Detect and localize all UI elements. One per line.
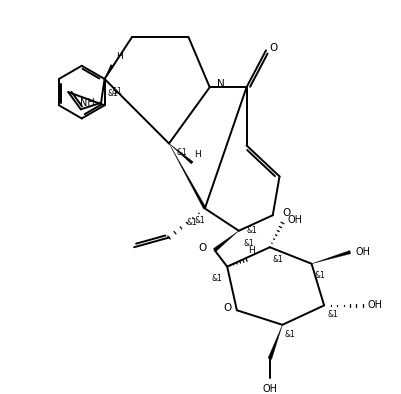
Text: &1: &1 xyxy=(246,226,257,235)
Polygon shape xyxy=(311,251,350,264)
Polygon shape xyxy=(104,65,113,79)
Text: OH: OH xyxy=(287,215,302,225)
Text: &1: &1 xyxy=(243,238,254,247)
Text: OH: OH xyxy=(367,300,382,310)
Polygon shape xyxy=(213,231,238,252)
Text: OH: OH xyxy=(354,247,369,257)
Polygon shape xyxy=(267,325,282,359)
Text: O: O xyxy=(282,208,290,218)
Text: O: O xyxy=(223,303,231,313)
Text: NH: NH xyxy=(79,98,94,108)
Text: OH: OH xyxy=(262,384,277,394)
Text: &1: &1 xyxy=(272,255,283,264)
Text: H: H xyxy=(194,150,200,159)
Text: O: O xyxy=(198,243,206,253)
Text: &1: &1 xyxy=(107,89,118,98)
Polygon shape xyxy=(168,143,206,209)
Text: &1: &1 xyxy=(194,216,205,225)
Text: H: H xyxy=(116,52,123,61)
Text: &1: &1 xyxy=(326,310,337,319)
Text: N: N xyxy=(217,79,225,89)
Text: &1: &1 xyxy=(186,218,196,227)
Text: &1: &1 xyxy=(314,271,324,281)
Text: O: O xyxy=(269,43,277,54)
Text: &1: &1 xyxy=(176,148,187,157)
Polygon shape xyxy=(168,143,193,164)
Text: &1: &1 xyxy=(111,87,122,96)
Text: &1: &1 xyxy=(284,330,294,339)
Text: H: H xyxy=(248,246,255,255)
Text: &1: &1 xyxy=(211,274,222,283)
